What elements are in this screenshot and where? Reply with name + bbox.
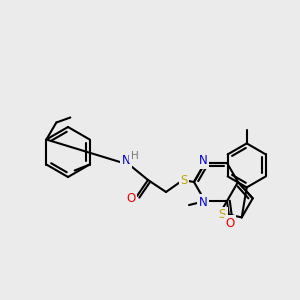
Text: O: O	[225, 217, 235, 230]
Text: N: N	[199, 196, 207, 208]
Text: N: N	[199, 154, 207, 167]
Text: S: S	[218, 208, 226, 221]
Text: H: H	[131, 151, 139, 161]
Text: S: S	[180, 173, 188, 187]
Text: O: O	[126, 193, 136, 206]
Text: N: N	[122, 154, 130, 167]
